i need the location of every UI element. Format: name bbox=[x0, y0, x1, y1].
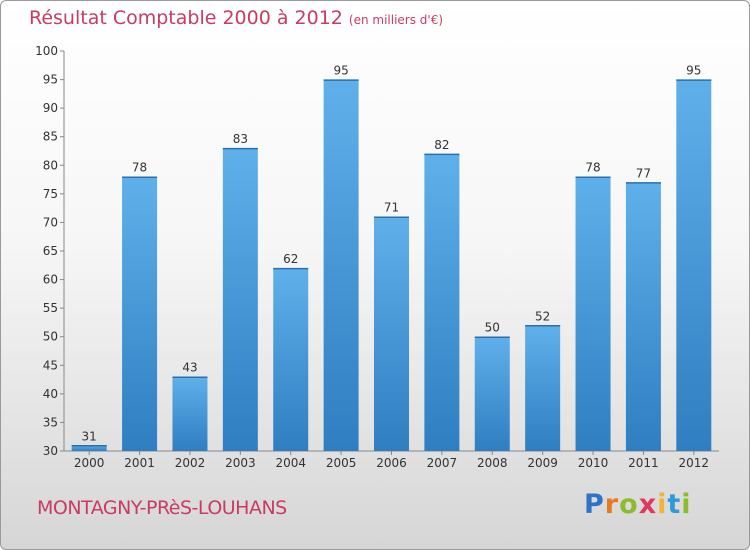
y-tick-label: 95 bbox=[43, 73, 58, 87]
y-tick-label: 40 bbox=[43, 387, 58, 401]
data-label: 50 bbox=[485, 321, 500, 335]
commune-name: MONTAGNY-PRèS-LOUHANS bbox=[37, 497, 287, 519]
bar bbox=[374, 216, 409, 451]
y-tick-label: 55 bbox=[43, 301, 58, 315]
data-label: 82 bbox=[434, 138, 449, 152]
y-tick-label: 90 bbox=[43, 101, 58, 115]
logo-letter: r bbox=[604, 489, 620, 520]
x-tick-label: 2001 bbox=[124, 456, 155, 470]
chart-bars: 31 78 43 83 62 95 71 82 50 52 78 77 95 bbox=[71, 64, 712, 452]
x-tick-label: 2002 bbox=[175, 456, 206, 470]
data-label: 78 bbox=[132, 161, 147, 175]
bar bbox=[172, 376, 208, 451]
y-tick-label: 35 bbox=[43, 415, 58, 429]
proxiti-logo: Proxiti bbox=[584, 489, 692, 520]
x-tick-label: 2005 bbox=[326, 456, 357, 470]
data-label: 77 bbox=[636, 166, 651, 180]
x-tick-label: 2009 bbox=[527, 456, 558, 470]
logo-letter: i bbox=[657, 489, 668, 520]
bar bbox=[474, 336, 510, 451]
x-tick-label: 2006 bbox=[376, 456, 407, 470]
bar bbox=[525, 325, 561, 451]
bar bbox=[625, 182, 661, 451]
x-tick-label: 2004 bbox=[275, 456, 306, 470]
y-tick-label: 50 bbox=[43, 330, 58, 344]
x-tick-label: 2000 bbox=[74, 456, 105, 470]
logo-letter: x bbox=[638, 489, 658, 520]
y-tick-label: 85 bbox=[43, 130, 58, 144]
data-label: 71 bbox=[384, 201, 399, 215]
bar bbox=[122, 176, 158, 451]
bar bbox=[71, 445, 107, 451]
chart-title: Résultat Comptable 2000 à 2012 (en millie… bbox=[29, 7, 444, 29]
data-label: 52 bbox=[535, 309, 550, 323]
logo-letter: o bbox=[619, 489, 639, 520]
bar bbox=[323, 79, 359, 452]
data-label: 95 bbox=[686, 64, 701, 78]
data-label: 95 bbox=[333, 64, 348, 78]
bar bbox=[575, 176, 611, 451]
y-tick-label: 30 bbox=[43, 444, 58, 458]
x-tick-label: 2010 bbox=[578, 456, 609, 470]
x-tick-label: 2011 bbox=[628, 456, 659, 470]
logo-letter: P bbox=[584, 489, 605, 520]
y-tick-label: 65 bbox=[43, 244, 58, 258]
data-label: 31 bbox=[82, 429, 97, 443]
bar bbox=[273, 268, 309, 451]
y-tick-label: 45 bbox=[43, 358, 58, 372]
x-tick-label: 2008 bbox=[477, 456, 508, 470]
data-label: 78 bbox=[585, 161, 600, 175]
y-tick-label: 60 bbox=[43, 273, 58, 287]
logo-letter: t bbox=[667, 489, 682, 520]
data-label: 62 bbox=[283, 252, 298, 266]
chart-subtitle: (en milliers d'€) bbox=[348, 13, 444, 27]
x-tick-label: 2007 bbox=[427, 456, 458, 470]
y-tick-label: 100 bbox=[35, 44, 58, 58]
logo-letter: i bbox=[681, 489, 692, 520]
y-tick-label: 75 bbox=[43, 187, 58, 201]
data-label: 43 bbox=[182, 361, 197, 375]
x-tick-label: 2012 bbox=[679, 456, 710, 470]
y-tick-label: 70 bbox=[43, 215, 58, 229]
x-tick-label: 2003 bbox=[225, 456, 256, 470]
bar bbox=[424, 153, 460, 451]
data-label: 83 bbox=[233, 132, 248, 146]
bar bbox=[222, 148, 258, 451]
y-tick-label: 80 bbox=[43, 158, 58, 172]
bar bbox=[676, 79, 712, 452]
